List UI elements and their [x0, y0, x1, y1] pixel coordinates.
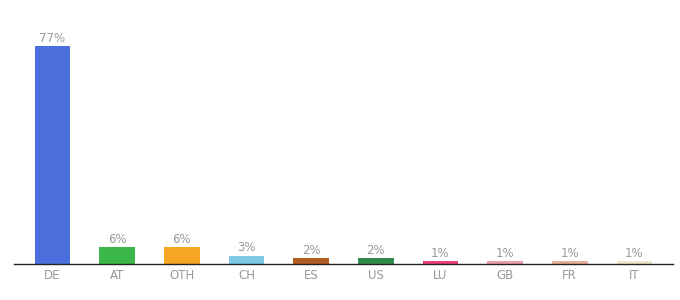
Bar [35, 46, 70, 264]
Bar [358, 258, 394, 264]
Bar [164, 247, 199, 264]
Bar [488, 261, 523, 264]
Bar [552, 261, 588, 264]
Text: 3%: 3% [237, 241, 256, 254]
Bar [99, 247, 135, 264]
Text: 2%: 2% [367, 244, 385, 257]
Text: 2%: 2% [302, 244, 320, 257]
Text: 77%: 77% [39, 32, 65, 45]
Text: 1%: 1% [431, 247, 449, 260]
Text: 1%: 1% [496, 247, 514, 260]
Text: 1%: 1% [560, 247, 579, 260]
Bar [422, 261, 458, 264]
Bar [617, 261, 652, 264]
Bar [228, 256, 265, 264]
Text: 6%: 6% [107, 232, 126, 246]
Text: 1%: 1% [625, 247, 644, 260]
Text: 6%: 6% [173, 232, 191, 246]
Bar [293, 258, 329, 264]
